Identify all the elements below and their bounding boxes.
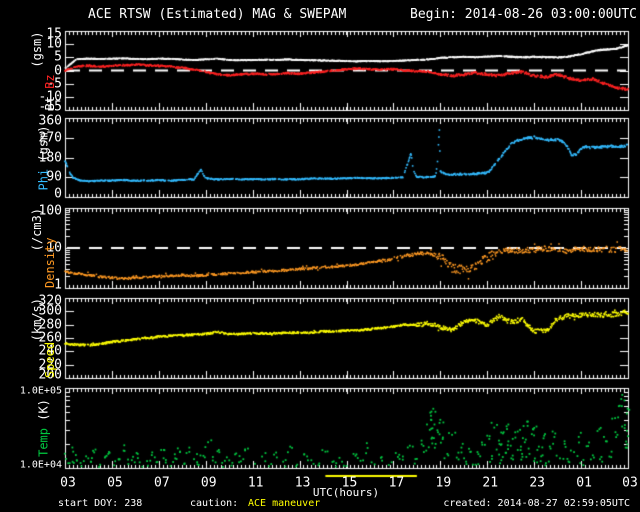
y-tick-label: 10 (46, 240, 62, 256)
caution-value: ACE maneuver (248, 498, 321, 509)
y-tick-label: 90 (46, 169, 62, 185)
y-tick-label: 320 (38, 293, 62, 309)
x-axis-label: UTC(hours) (312, 486, 380, 499)
x-tick-label: 09 (200, 475, 217, 491)
y-tick-label: 220 (38, 357, 62, 373)
y-tick-label: 240 (38, 343, 62, 359)
y-tick-label: 360 (38, 113, 62, 129)
ylabel-part: Speed (43, 341, 57, 378)
ylabel-part: (gsm) (30, 31, 44, 68)
ylabel-part: Phi (36, 161, 51, 191)
ylabel-part: (gsm) (36, 124, 51, 162)
panel-ylabel-speed: (km/s) Speed (30, 298, 57, 378)
ylabel-part: (K) (36, 399, 51, 421)
ylabel-part: Bt (43, 88, 57, 110)
x-tick-label: 15 (341, 475, 358, 491)
x-tick-label: 23 (529, 475, 545, 491)
y-tick-label: 180 (38, 150, 62, 165)
x-tick-label: 05 (107, 475, 123, 491)
y-tick-label: 300 (38, 303, 62, 319)
x-tick-label: 19 (435, 475, 452, 491)
x-tick-label: 03 (60, 475, 76, 491)
ylabel-part: Bz (43, 73, 57, 89)
y-tick-label: 0 (54, 186, 62, 202)
y-tick-label: -10 (38, 89, 62, 105)
y-tick-label: 260 (38, 330, 62, 346)
panel-ylabel-bt_bz: (gsm) Bt Bz (30, 31, 57, 110)
x-tick-label: 13 (294, 475, 311, 491)
y-tick-label: -15 (38, 99, 62, 115)
y-tick-label: 1.0E+05 (19, 385, 62, 397)
y-tick-label: 200 (38, 367, 62, 383)
x-tick-label: 07 (154, 475, 170, 491)
ylabel-part: Temp (36, 420, 51, 457)
ylabel-part: (/cm3) (30, 208, 44, 252)
begin-timestamp: Begin: 2014-08-26 03:00:00UTC (410, 7, 637, 22)
x-tick-label: 21 (482, 475, 499, 491)
y-tick-label: 270 (38, 130, 62, 146)
y-tick-label: -5 (46, 76, 62, 92)
y-tick-label: 5 (54, 49, 62, 65)
y-tick-label: 1.0E+04 (19, 459, 62, 471)
ylabel-part: (km/s) (30, 298, 44, 342)
chart-title: ACE RTSW (Estimated) MAG & SWEPAM (88, 7, 347, 22)
panel-ylabel-phi: Phi (gsm) (36, 118, 51, 197)
y-tick-label: 0 (54, 63, 62, 78)
ylabel-part: Density (43, 237, 57, 288)
x-tick-label: 11 (247, 475, 264, 491)
start-doy-label: start DOY: 238 (58, 498, 143, 509)
y-tick-label: 1 (54, 277, 62, 293)
panel-ylabel-density: (/cm3) Density (30, 208, 57, 288)
x-tick-label: 01 (576, 475, 592, 491)
created-timestamp: created: 2014-08-27 02:59:05UTC (443, 498, 630, 509)
panel-ylabel-temp: Temp (K) (36, 388, 51, 468)
y-tick-label: 100 (38, 203, 62, 219)
y-tick-label: 10 (46, 36, 62, 52)
y-tick-label: 15 (46, 26, 62, 42)
caution-label: caution: (190, 498, 239, 509)
x-tick-label: 03 (622, 475, 638, 491)
x-tick-label: 17 (388, 475, 405, 491)
y-tick-label: 280 (38, 317, 62, 333)
